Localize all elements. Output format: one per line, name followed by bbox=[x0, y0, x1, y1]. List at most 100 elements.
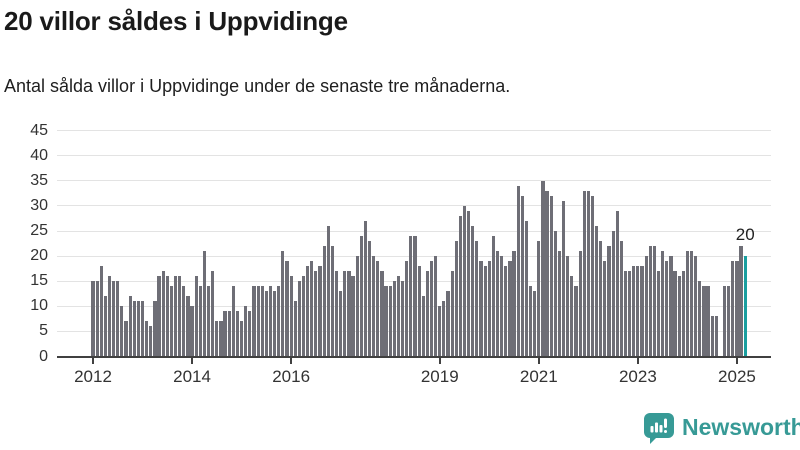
bar bbox=[107, 276, 112, 357]
bar bbox=[438, 306, 442, 357]
bar bbox=[512, 251, 516, 357]
y-axis-tick-label: 25 bbox=[30, 222, 48, 239]
bar bbox=[656, 271, 661, 357]
bar bbox=[566, 256, 570, 357]
bar bbox=[628, 271, 632, 357]
x-axis-tick bbox=[191, 358, 194, 364]
bar bbox=[388, 286, 392, 357]
bar bbox=[694, 256, 698, 357]
bar bbox=[145, 321, 149, 357]
bar bbox=[524, 220, 529, 357]
bar bbox=[367, 241, 372, 357]
page-title: 20 villor såldes i Uppvidinge bbox=[4, 6, 348, 36]
bar bbox=[421, 296, 425, 357]
y-gridline bbox=[57, 230, 771, 232]
bar bbox=[574, 286, 578, 357]
x-axis-line bbox=[57, 356, 771, 358]
bar bbox=[528, 286, 533, 357]
bar bbox=[99, 266, 103, 357]
bar bbox=[611, 231, 615, 357]
bar bbox=[219, 321, 223, 357]
x-axis-tick bbox=[290, 358, 293, 364]
bar bbox=[260, 286, 264, 357]
bar bbox=[334, 271, 339, 357]
bar bbox=[330, 246, 334, 357]
last-value-label: 20 bbox=[735, 225, 755, 245]
bar bbox=[289, 276, 293, 357]
x-axis-tick bbox=[438, 358, 441, 364]
bar bbox=[128, 296, 132, 357]
bar bbox=[211, 271, 215, 357]
x-axis-tick-label: 2019 bbox=[420, 367, 459, 386]
bar bbox=[326, 225, 330, 357]
x-axis-tick bbox=[735, 358, 738, 364]
bar bbox=[495, 251, 500, 357]
bar bbox=[739, 246, 743, 357]
bar bbox=[351, 276, 355, 357]
bar bbox=[355, 256, 359, 357]
bar bbox=[467, 210, 471, 357]
bar bbox=[541, 180, 545, 357]
bar bbox=[487, 261, 491, 357]
bar bbox=[215, 321, 219, 357]
bar bbox=[136, 301, 140, 357]
y-axis-tick-label: 30 bbox=[30, 196, 48, 214]
y-gridline bbox=[57, 155, 771, 157]
bar bbox=[595, 225, 599, 357]
bar bbox=[537, 241, 541, 357]
bar bbox=[727, 286, 731, 357]
y-axis-tick-label: 20 bbox=[30, 247, 48, 265]
bar bbox=[206, 286, 211, 357]
bar bbox=[520, 195, 524, 357]
y-axis-tick-label: 10 bbox=[30, 297, 48, 315]
bar bbox=[264, 291, 268, 357]
bar bbox=[689, 251, 694, 357]
bar bbox=[297, 281, 301, 357]
bar bbox=[392, 281, 396, 357]
bar bbox=[586, 190, 590, 357]
bar bbox=[557, 251, 562, 357]
bar bbox=[578, 251, 582, 357]
bar bbox=[413, 236, 417, 357]
x-axis-tick-label: 2012 bbox=[74, 367, 112, 386]
bar bbox=[256, 286, 260, 357]
y-axis-tick-label: 45 bbox=[30, 121, 48, 139]
bar bbox=[347, 271, 351, 357]
bar bbox=[318, 266, 322, 357]
bar bbox=[103, 296, 107, 357]
bar bbox=[710, 316, 714, 357]
bar bbox=[429, 261, 434, 357]
bar bbox=[648, 246, 652, 357]
bar bbox=[669, 256, 673, 357]
highlighted-bar bbox=[743, 256, 747, 357]
bar bbox=[372, 256, 376, 357]
bar bbox=[570, 276, 574, 357]
bar bbox=[454, 241, 458, 357]
bar bbox=[483, 266, 487, 357]
bar bbox=[714, 316, 718, 357]
bar bbox=[169, 286, 174, 357]
bar bbox=[504, 266, 508, 357]
y-axis-tick-label: 35 bbox=[30, 171, 48, 189]
bar bbox=[339, 291, 343, 357]
bar bbox=[479, 261, 483, 357]
bar bbox=[273, 291, 277, 357]
bar bbox=[632, 266, 636, 357]
x-axis-tick-label: 2025 bbox=[718, 367, 756, 386]
bar bbox=[153, 301, 157, 357]
bar bbox=[665, 261, 669, 357]
bar bbox=[95, 281, 99, 357]
bar bbox=[491, 236, 495, 357]
bar bbox=[268, 286, 273, 357]
bar bbox=[165, 276, 169, 357]
bar bbox=[561, 200, 566, 357]
bar bbox=[322, 246, 326, 357]
bar bbox=[91, 281, 95, 357]
bar bbox=[252, 286, 256, 357]
bar bbox=[661, 251, 665, 357]
bar bbox=[434, 256, 438, 357]
bar bbox=[652, 246, 656, 357]
chart-subtitle: Antal sålda villor i Uppvidinge under de… bbox=[4, 76, 511, 96]
bar bbox=[248, 311, 252, 357]
